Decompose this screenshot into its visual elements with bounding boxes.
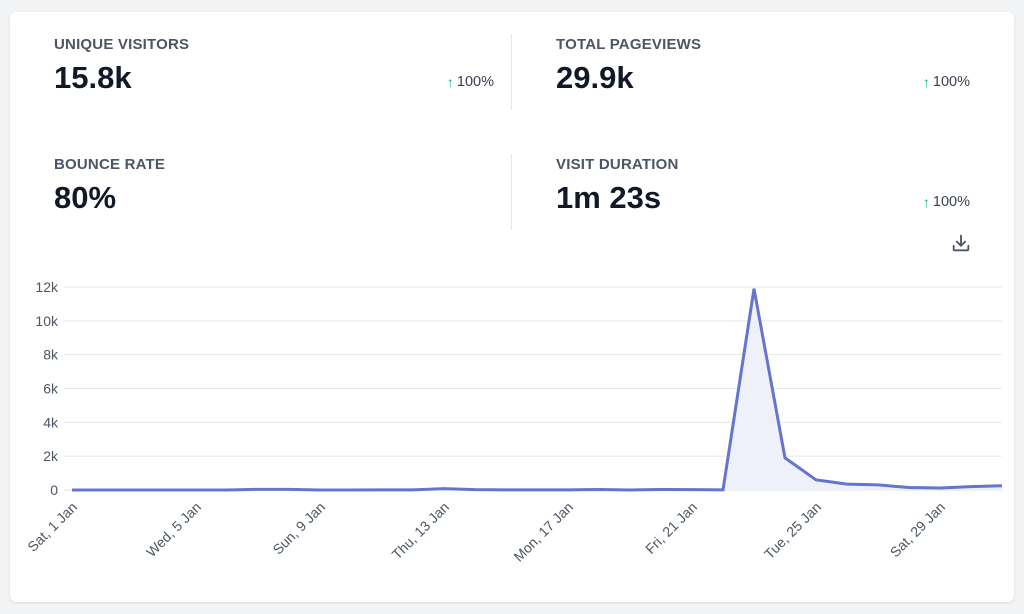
stat-label: TOTAL PAGEVIEWS	[556, 36, 702, 53]
stat-value: 15.8k	[54, 60, 132, 95]
stat-change: ↑ 100%	[923, 194, 970, 210]
stat-total-pageviews[interactable]: TOTAL PAGEVIEWS 29.9k ↑ 100%	[556, 36, 970, 116]
stat-bounce-rate[interactable]: BOUNCE RATE 80%	[54, 156, 494, 236]
stat-visit-duration[interactable]: VISIT DURATION 1m 23s ↑ 100%	[556, 156, 970, 236]
stat-value: 1m 23s	[556, 180, 662, 215]
stat-label: BOUNCE RATE	[54, 156, 166, 173]
stat-change-value: 100%	[456, 74, 494, 90]
stat-divider	[511, 154, 512, 230]
stat-label: UNIQUE VISITORS	[54, 36, 190, 53]
stats-card: UNIQUE VISITORS 15.8k ↑ 100% TOTAL PAGEV…	[10, 12, 1014, 602]
stat-change: ↑ 100%	[923, 74, 970, 90]
download-icon	[952, 234, 970, 252]
arrow-up-icon: ↑	[922, 74, 930, 90]
stat-change-value: 100%	[932, 74, 970, 90]
stat-label: VISIT DURATION	[556, 156, 679, 173]
stat-divider	[511, 34, 512, 110]
stat-change: ↑ 100%	[447, 74, 494, 90]
stat-unique-visitors[interactable]: UNIQUE VISITORS 15.8k ↑ 100%	[54, 36, 494, 116]
arrow-up-icon: ↑	[446, 74, 454, 90]
arrow-up-icon: ↑	[922, 194, 930, 210]
stat-value: 80%	[54, 180, 117, 215]
stat-change-value: 100%	[932, 194, 970, 210]
stat-value: 29.9k	[556, 60, 634, 95]
download-button[interactable]	[950, 232, 972, 254]
